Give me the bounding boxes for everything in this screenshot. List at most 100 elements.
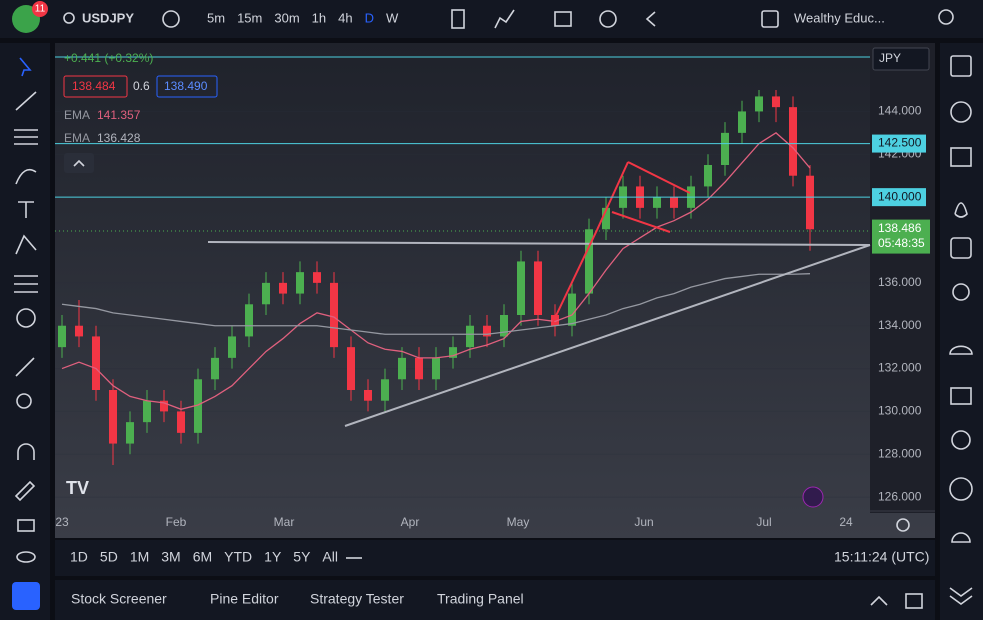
candle-body xyxy=(245,304,253,337)
interval[interactable]: W xyxy=(386,10,399,25)
candle-body xyxy=(347,347,355,390)
chat[interactable] xyxy=(950,387,972,405)
ema-line xyxy=(61,273,811,335)
currency-box[interactable] xyxy=(872,47,930,71)
flag-line xyxy=(627,161,691,194)
ema-label: EMA xyxy=(64,108,90,122)
candle-body xyxy=(364,390,372,401)
trendline-tool[interactable] xyxy=(15,91,37,111)
candle-body xyxy=(466,325,474,348)
support-line xyxy=(207,241,871,246)
candle-body xyxy=(585,229,593,294)
interval[interactable]: 1h xyxy=(312,10,326,25)
text-tool[interactable] xyxy=(18,201,34,218)
bars-icon[interactable] xyxy=(451,9,465,29)
range-button[interactable]: 6M xyxy=(193,549,212,565)
interval[interactable]: D xyxy=(365,10,374,25)
range-button[interactable]: 5Y xyxy=(293,549,311,565)
forecast-tool[interactable] xyxy=(14,275,38,293)
calendar[interactable] xyxy=(950,237,972,259)
zoom-icon[interactable] xyxy=(938,9,954,25)
settings-icon[interactable] xyxy=(896,518,910,532)
interval[interactable]: 30m xyxy=(274,10,299,25)
collapse[interactable] xyxy=(949,587,973,605)
candle-body xyxy=(432,357,440,380)
alert-icon[interactable] xyxy=(599,10,617,28)
restore[interactable] xyxy=(905,593,923,609)
candle-body xyxy=(177,411,185,433)
panel-tab[interactable]: Strategy Tester xyxy=(310,591,404,607)
notifications[interactable] xyxy=(951,430,971,450)
range-button[interactable]: 3M xyxy=(161,549,180,565)
data-window[interactable] xyxy=(950,147,972,167)
brush-tool[interactable] xyxy=(15,168,37,185)
interval[interactable]: 5m xyxy=(207,10,225,25)
interval[interactable]: 15m xyxy=(237,10,262,25)
indicators-icon[interactable] xyxy=(494,9,515,29)
measure-tool[interactable] xyxy=(15,357,35,377)
collapse-legend[interactable] xyxy=(64,153,94,173)
candle-body xyxy=(228,336,236,358)
currency: JPY xyxy=(879,51,901,65)
cursor-tool[interactable] xyxy=(19,57,32,77)
link-tool[interactable] xyxy=(12,582,40,610)
range-button[interactable]: All xyxy=(322,549,338,565)
tool-icons xyxy=(14,57,38,563)
x-tick-label: Apr xyxy=(401,515,420,529)
alerts[interactable] xyxy=(950,101,972,123)
add-symbol[interactable] xyxy=(162,10,180,28)
candle-body xyxy=(296,272,304,294)
candle-body xyxy=(806,175,814,230)
ideas[interactable] xyxy=(952,283,970,301)
panel-tab[interactable]: Pine Editor xyxy=(210,591,279,607)
candle-body xyxy=(126,422,134,444)
candle-body xyxy=(398,357,406,380)
zoom-tool[interactable] xyxy=(16,393,32,409)
candle-body xyxy=(262,282,270,305)
buy-button[interactable] xyxy=(156,75,218,98)
hide-tool[interactable] xyxy=(16,551,36,563)
draw-mode[interactable] xyxy=(14,480,36,502)
level-label: 142.500 xyxy=(878,136,922,150)
range-button[interactable]: 1D xyxy=(70,549,88,565)
watchlist[interactable] xyxy=(950,55,972,77)
candle-body xyxy=(75,325,83,337)
interval[interactable]: 4h xyxy=(338,10,352,25)
bell[interactable] xyxy=(951,532,971,543)
layout-icon[interactable] xyxy=(761,10,779,28)
maximize[interactable] xyxy=(870,595,888,606)
sell-price: 138.484 xyxy=(72,79,116,93)
panel-tab[interactable]: Trading Panel xyxy=(437,591,524,607)
clock: 15:11:24 (UTC) xyxy=(834,549,929,565)
x-tick-label: 23 xyxy=(55,515,69,529)
candle-body xyxy=(279,282,287,294)
y-tick-label: 144.000 xyxy=(878,104,922,118)
layout-name[interactable]: Wealthy Educ... xyxy=(794,10,885,25)
panel-tab[interactable]: Stock Screener xyxy=(71,591,167,607)
candle-body xyxy=(534,261,542,315)
lock-tool[interactable] xyxy=(17,519,35,532)
range-button[interactable]: YTD xyxy=(224,549,252,565)
replay-icon[interactable] xyxy=(645,11,656,27)
symbol[interactable]: USDJPY xyxy=(82,10,134,25)
range-button[interactable]: 5D xyxy=(100,549,118,565)
fib-tool[interactable] xyxy=(14,129,38,145)
range-button[interactable]: 1M xyxy=(130,549,149,565)
templates-icon[interactable] xyxy=(554,11,572,27)
candle-body xyxy=(449,347,457,358)
magnet-tool[interactable] xyxy=(17,443,35,460)
buy-price: 138.490 xyxy=(164,79,208,93)
range-button[interactable]: 1Y xyxy=(264,549,282,565)
event-icon[interactable] xyxy=(802,486,824,508)
y-tick-label: 134.000 xyxy=(878,318,922,332)
streams[interactable] xyxy=(949,345,973,355)
pattern-tool[interactable] xyxy=(15,234,37,255)
right-toolbar xyxy=(940,43,983,620)
candle-body xyxy=(704,165,712,187)
icon-tool[interactable] xyxy=(16,308,36,328)
candle-body xyxy=(551,315,559,326)
sell-button[interactable] xyxy=(63,75,128,98)
top-bar xyxy=(0,0,983,38)
replay[interactable] xyxy=(949,477,973,501)
hotlist[interactable] xyxy=(954,202,968,218)
